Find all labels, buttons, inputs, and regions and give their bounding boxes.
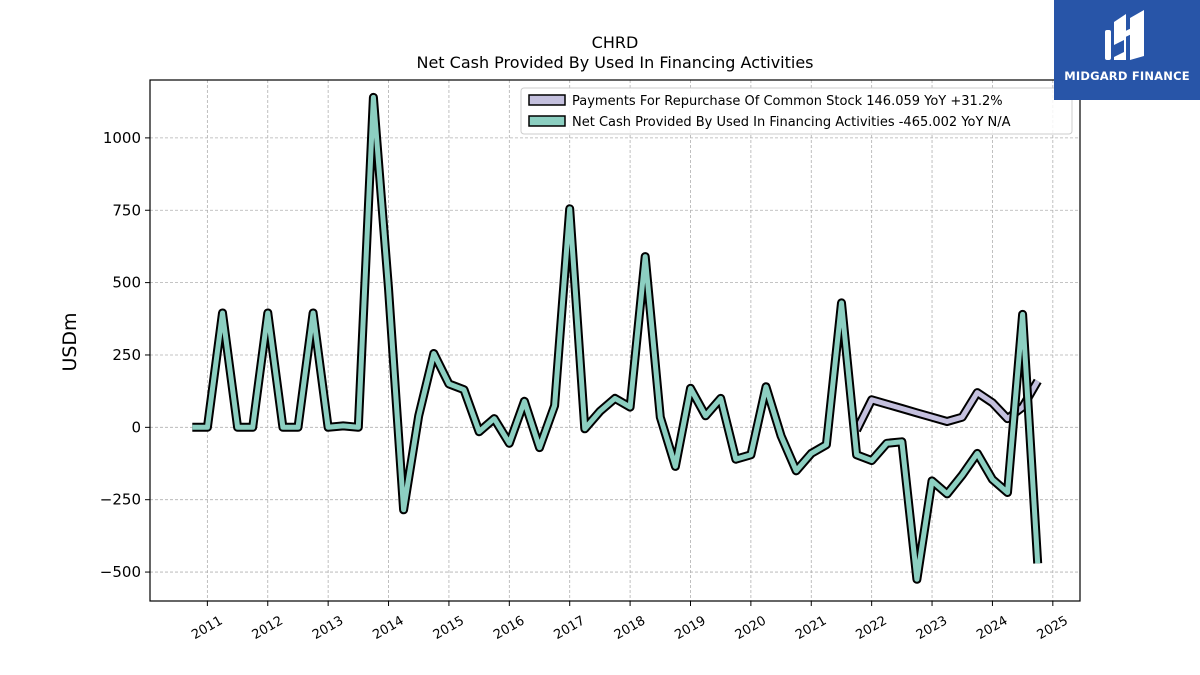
x-tick-label: 2017: [552, 613, 588, 643]
y-tick-label: 750: [112, 201, 141, 219]
x-tick-label: 2024: [974, 613, 1010, 643]
chart-subtitle: Net Cash Provided By Used In Financing A…: [416, 53, 813, 72]
x-tick-label: 2021: [793, 613, 829, 643]
y-axis: 1000 750 500 250 0 −250 −500: [100, 129, 150, 581]
y-axis-label: USDm: [59, 312, 81, 371]
y-tick-label: 250: [112, 346, 141, 364]
y-tick-label: 1000: [103, 129, 141, 147]
midgard-finance-logo: MIDGARD FINANCE: [1054, 0, 1200, 100]
x-tick-label: 2019: [672, 613, 708, 643]
x-tick-label: 2012: [250, 613, 286, 643]
logo-mark-icon: [1105, 10, 1144, 60]
legend-swatch-1: [528, 94, 566, 106]
y-tick-label: −500: [100, 563, 141, 581]
chart-title: CHRD: [592, 33, 639, 52]
plot-frame: [149, 79, 1081, 602]
legend-frame: [520, 87, 1073, 135]
series-group: [192, 92, 1043, 584]
series-line-2: [192, 94, 1041, 582]
x-tick-label: 2023: [914, 613, 950, 643]
legend-label-2: Net Cash Provided By Used In Financing A…: [572, 115, 1011, 130]
series-line-1: [854, 379, 1040, 432]
legend: Payments For Repurchase Of Common Stock …: [520, 87, 1073, 135]
x-tick-label: 2018: [612, 613, 648, 643]
y-tick-label: 0: [131, 418, 141, 436]
grid: [150, 80, 1080, 601]
x-tick-label: 2014: [370, 613, 406, 643]
x-tick-label: 2020: [733, 613, 769, 643]
x-tick-label: 2022: [853, 613, 889, 643]
legend-label-1: Payments For Repurchase Of Common Stock …: [572, 94, 1003, 109]
x-tick-label: 2016: [491, 613, 527, 643]
x-tick-label: 2013: [310, 613, 346, 643]
x-tick-label: 2011: [189, 613, 225, 643]
legend-swatch-2: [528, 115, 566, 127]
x-tick-label: 2025: [1035, 613, 1071, 643]
y-tick-label: −250: [100, 491, 141, 509]
logo-text: MIDGARD FINANCE: [1064, 69, 1190, 83]
y-tick-label: 500: [112, 274, 141, 292]
x-axis: 2011 2012 2013 2014 2015 2016 2017 2018 2019 2020…: [189, 601, 1071, 643]
x-tick-label: 2015: [431, 613, 467, 643]
